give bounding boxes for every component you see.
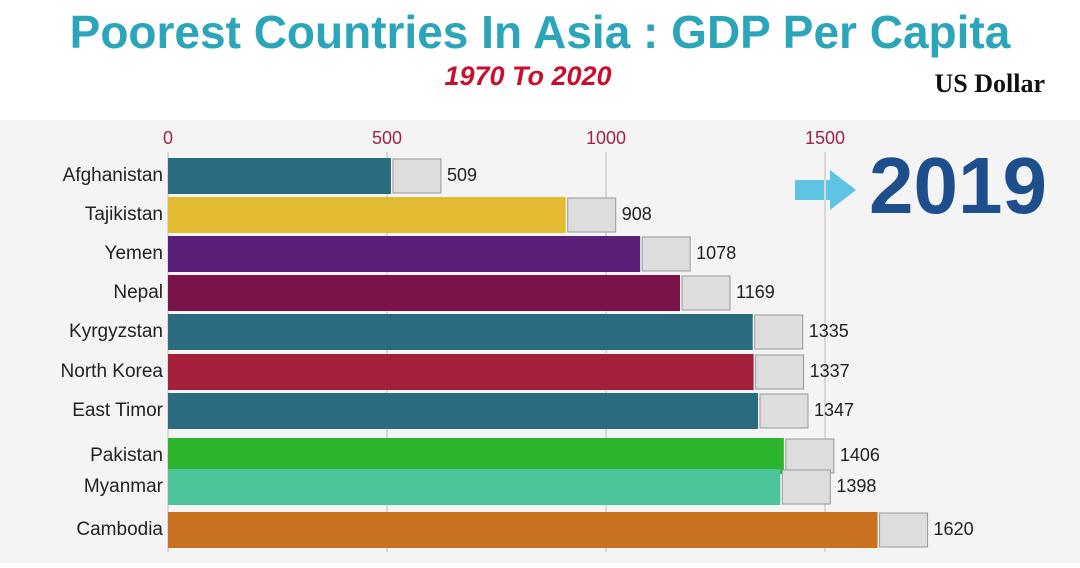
y-tick-label: Pakistan <box>90 445 163 466</box>
flag <box>567 197 617 233</box>
flag <box>754 314 804 350</box>
flag <box>755 354 805 390</box>
value-label: 1347 <box>814 400 854 420</box>
value-label: 509 <box>447 165 477 185</box>
flag <box>781 469 831 505</box>
x-tick-label: 1500 <box>805 128 845 148</box>
bar <box>168 512 878 548</box>
value-label: 1398 <box>836 476 876 496</box>
y-tick-label: Myanmar <box>84 476 164 497</box>
bar <box>168 438 784 474</box>
y-tick-label: Tajikistan <box>85 204 163 225</box>
bar <box>168 275 681 311</box>
flag <box>681 275 731 311</box>
x-tick-label: 500 <box>372 128 402 148</box>
bar <box>168 197 566 233</box>
y-tick-label: Yemen <box>105 243 163 264</box>
unit-label: US Dollar <box>935 69 1046 98</box>
value-label: 908 <box>622 204 652 224</box>
x-tick-label: 1000 <box>586 128 626 148</box>
y-tick-label: Afghanistan <box>63 165 163 186</box>
bar <box>168 354 754 390</box>
flag <box>879 512 929 548</box>
y-tick-label: Kyrgyzstan <box>69 321 163 342</box>
flag <box>785 438 835 474</box>
bar <box>168 236 641 272</box>
y-tick-label: Nepal <box>113 282 163 303</box>
chart-subtitle: 1970 To 2020 <box>444 61 611 91</box>
bar <box>168 314 753 350</box>
value-label: 1406 <box>840 445 880 465</box>
flag <box>641 236 691 272</box>
value-label: 1169 <box>736 282 775 302</box>
y-tick-label: East Timor <box>72 400 163 421</box>
flag <box>392 158 442 194</box>
value-label: 1335 <box>809 321 849 341</box>
y-tick-label: North Korea <box>61 361 164 382</box>
value-label: 1078 <box>696 243 736 263</box>
bar <box>168 469 781 505</box>
bar <box>168 393 758 429</box>
value-label: 1337 <box>810 361 850 381</box>
bar <box>168 158 391 194</box>
value-label: 1620 <box>934 519 974 539</box>
chart-title: Poorest Countries In Asia : GDP Per Capi… <box>70 6 1011 58</box>
x-tick-label: 0 <box>163 128 173 148</box>
y-tick-label: Cambodia <box>76 519 163 540</box>
flag <box>759 393 809 429</box>
year-label: 2019 <box>869 141 1047 230</box>
